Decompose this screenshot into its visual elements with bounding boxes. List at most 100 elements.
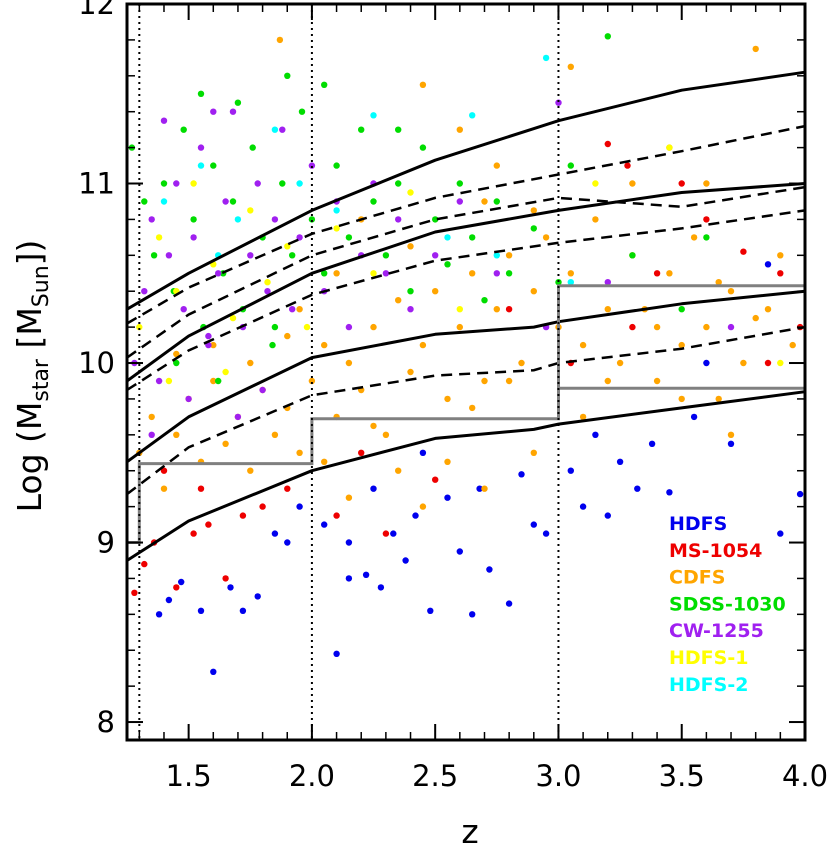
x-axis-label: z <box>461 812 478 849</box>
data-point <box>180 306 187 313</box>
data-point <box>345 359 353 367</box>
data-point <box>141 560 148 568</box>
data-point <box>197 90 205 98</box>
solid-curve <box>126 182 806 383</box>
data-point <box>222 198 229 205</box>
data-point <box>160 180 168 187</box>
dashed-curve <box>126 185 806 359</box>
data-point <box>764 306 772 313</box>
data-point <box>715 279 722 286</box>
data-point <box>740 248 747 255</box>
data-point <box>777 270 784 277</box>
data-point <box>740 359 747 367</box>
data-point <box>229 314 237 322</box>
data-point <box>247 207 254 214</box>
data-point <box>493 162 500 169</box>
data-point <box>279 126 286 133</box>
data-point <box>197 607 205 614</box>
data-point <box>481 297 488 304</box>
data-point <box>136 323 143 331</box>
data-point <box>150 252 158 259</box>
legend-entry: SDSS-1030 <box>669 593 786 615</box>
data-point <box>542 530 550 537</box>
data-point <box>271 323 279 331</box>
model-curves <box>126 70 806 562</box>
axis-ticks: 1.5 2.0 2.5 3.0 3.5 4.0 8 9 10 11 12 <box>78 0 828 793</box>
data-point <box>370 112 377 119</box>
data-point <box>456 180 463 187</box>
solid-curve <box>126 289 806 464</box>
data-point <box>727 431 735 438</box>
data-point <box>567 162 574 169</box>
series-cdfs <box>136 36 796 510</box>
data-point <box>390 530 397 537</box>
data-point <box>173 584 180 591</box>
data-point <box>321 270 328 277</box>
x-tick-label: 3.5 <box>659 759 705 793</box>
data-point <box>456 198 463 205</box>
data-point <box>155 611 163 618</box>
data-point <box>222 575 229 582</box>
data-point <box>229 198 237 205</box>
data-point <box>444 458 451 465</box>
data-point <box>382 530 390 537</box>
scatter-points <box>128 33 804 675</box>
data-point <box>493 306 500 313</box>
data-point <box>407 189 414 196</box>
data-point <box>239 607 247 614</box>
data-point <box>764 359 772 367</box>
data-point <box>796 490 804 498</box>
data-point <box>592 216 599 223</box>
data-point <box>555 279 562 286</box>
data-point <box>321 81 328 89</box>
data-point <box>505 377 513 385</box>
data-point <box>624 162 631 169</box>
legend-entry: MS-1054 <box>669 540 762 562</box>
data-point <box>259 503 266 510</box>
data-point <box>481 198 488 205</box>
data-point <box>505 306 513 313</box>
data-point <box>289 306 296 313</box>
data-point <box>271 216 279 223</box>
y-tick-label: 8 <box>97 705 115 739</box>
data-point <box>727 288 735 295</box>
data-point <box>419 449 427 456</box>
data-point <box>666 144 673 151</box>
data-point <box>289 252 296 259</box>
data-point <box>419 144 427 151</box>
data-point <box>284 72 291 80</box>
data-point <box>254 180 261 187</box>
data-point <box>173 431 180 438</box>
data-point <box>469 404 476 412</box>
data-point <box>469 270 476 277</box>
data-point <box>259 386 266 394</box>
data-point <box>284 539 291 546</box>
data-point <box>752 45 759 53</box>
data-point <box>456 548 463 555</box>
solid-curve <box>126 70 806 311</box>
data-point <box>382 431 390 438</box>
data-point <box>298 108 306 115</box>
y-axis-label-part: [M <box>10 307 49 359</box>
data-point <box>264 279 271 286</box>
data-point <box>703 216 710 223</box>
data-point <box>284 485 291 492</box>
data-point <box>141 198 148 205</box>
data-point <box>234 99 242 106</box>
data-point <box>296 503 303 510</box>
data-point <box>197 144 205 151</box>
data-point <box>703 234 710 241</box>
data-point <box>678 306 685 313</box>
data-point <box>210 108 217 115</box>
data-point <box>419 341 427 349</box>
data-point <box>764 261 772 268</box>
data-point <box>604 512 611 519</box>
data-point <box>382 270 390 277</box>
data-point <box>530 288 537 295</box>
solid-curve <box>126 390 806 562</box>
data-point <box>370 485 377 492</box>
data-point <box>190 180 197 187</box>
data-point <box>419 81 427 89</box>
data-point <box>345 494 353 501</box>
data-point <box>777 530 784 537</box>
